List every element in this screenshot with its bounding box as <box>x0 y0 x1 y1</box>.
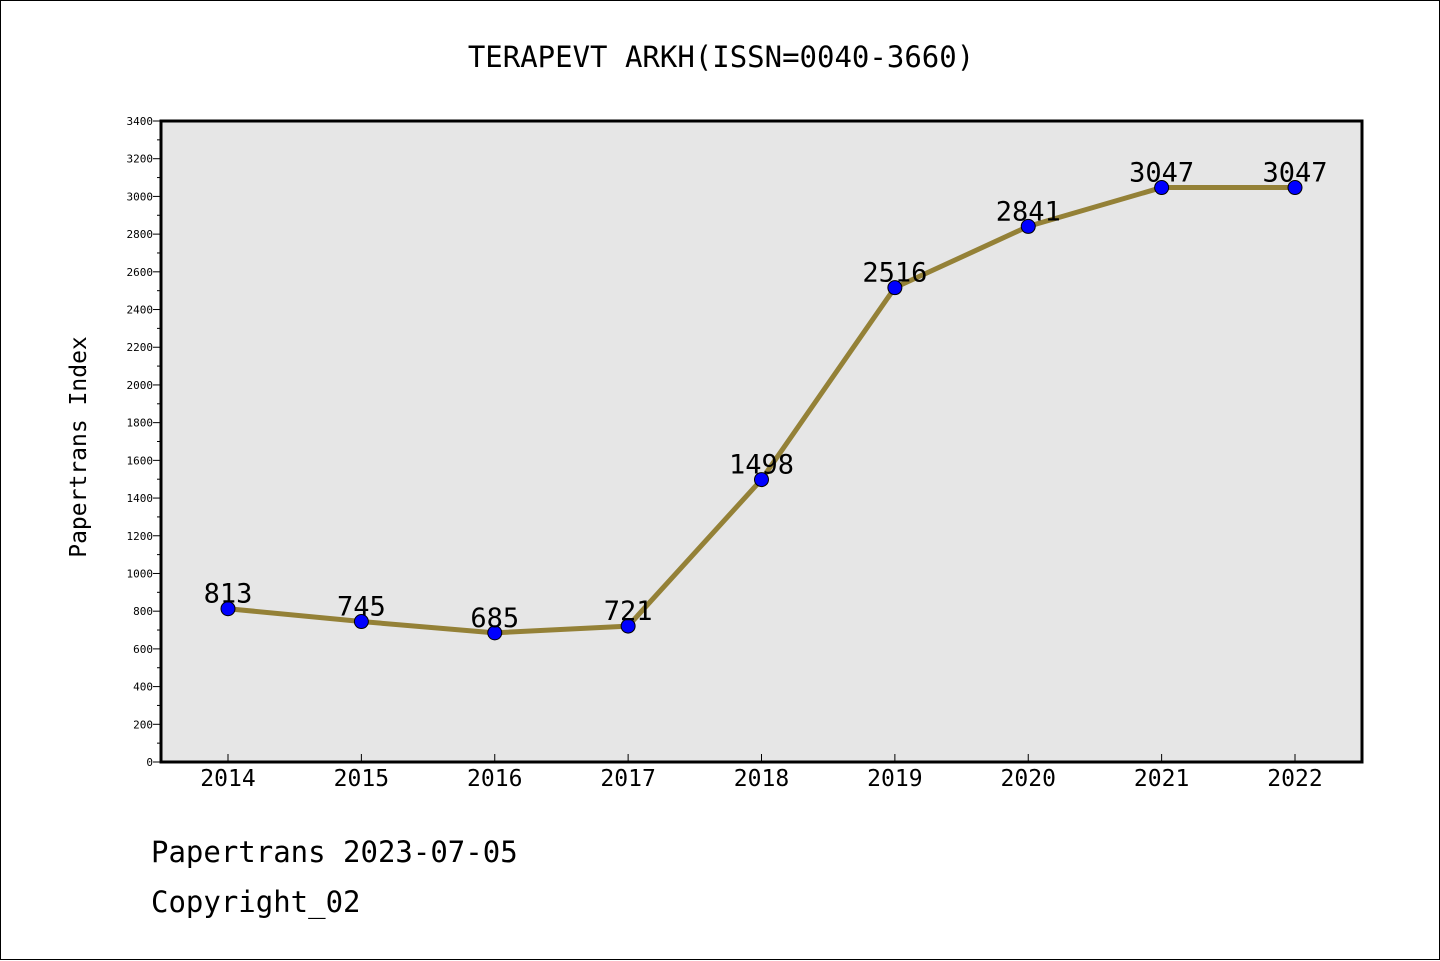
x-tick-label: 2019 <box>867 766 922 792</box>
x-tick-label: 2022 <box>1267 766 1322 792</box>
data-point <box>620 618 636 634</box>
data-label: 813 <box>204 579 253 610</box>
y-tick-label: 3200 <box>127 153 154 166</box>
y-tick-label: 1000 <box>127 567 154 580</box>
data-point <box>220 601 236 617</box>
data-label: 745 <box>337 592 386 623</box>
series-layer: 813 745 685 721 1498 2516 2841 3047 3047 <box>204 158 1328 641</box>
x-tick-label: 2021 <box>1134 766 1189 792</box>
y-tick-label: 3000 <box>127 190 154 203</box>
y-axis-ticks: 0 200 400 600 800 1000 1200 1400 1600 1800 2000 220… <box>127 115 161 769</box>
y-tick-label: 3400 <box>127 115 154 128</box>
y-tick-label: 2000 <box>127 379 154 392</box>
y-tick-label: 2400 <box>127 304 154 317</box>
data-label: 1498 <box>729 450 794 481</box>
data-label: 721 <box>604 596 653 627</box>
y-tick-label: 200 <box>133 718 153 731</box>
y-tick-label: 1800 <box>127 417 154 430</box>
data-label: 2841 <box>996 196 1061 227</box>
plot-area <box>159 119 1364 764</box>
x-tick-label: 2017 <box>600 766 655 792</box>
footer-date: Papertrans 2023-07-05 <box>151 835 518 869</box>
data-point <box>1154 180 1170 196</box>
x-tick-label: 2018 <box>734 766 789 792</box>
data-point <box>754 472 769 488</box>
data-label: 685 <box>470 603 519 634</box>
y-tick-label: 800 <box>133 605 153 618</box>
y-tick-label: 0 <box>146 756 153 769</box>
data-label: 3047 <box>1129 158 1194 189</box>
data-point <box>887 280 903 296</box>
y-tick-label: 1400 <box>127 492 154 505</box>
data-point <box>1287 180 1303 196</box>
x-tick-label: 2015 <box>334 766 389 792</box>
y-tick-label: 2200 <box>127 341 154 354</box>
x-tick-label: 2016 <box>467 766 522 792</box>
data-label: 2516 <box>862 258 927 289</box>
x-axis-ticks: 2014 2015 2016 2017 2018 2019 2020 2021 2022 <box>200 754 1323 792</box>
y-tick-label: 2600 <box>127 266 154 279</box>
footer-copyright: Copyright_02 <box>151 885 361 919</box>
y-tick-label: 2800 <box>127 228 154 241</box>
y-tick-label: 600 <box>133 643 153 656</box>
x-tick-label: 2014 <box>200 766 255 792</box>
y-axis-label: Papertrans Index <box>66 336 92 558</box>
data-point <box>1020 218 1036 234</box>
x-tick-label: 2020 <box>1001 766 1056 792</box>
y-tick-label: 1600 <box>127 454 154 467</box>
y-tick-label: 1200 <box>127 530 154 543</box>
data-label: 3047 <box>1262 158 1327 189</box>
y-tick-label: 400 <box>133 681 153 694</box>
chart-title: TERAPEVT ARKH(ISSN=0040-3660) <box>468 40 974 74</box>
data-point <box>353 614 369 630</box>
data-point <box>487 625 503 641</box>
